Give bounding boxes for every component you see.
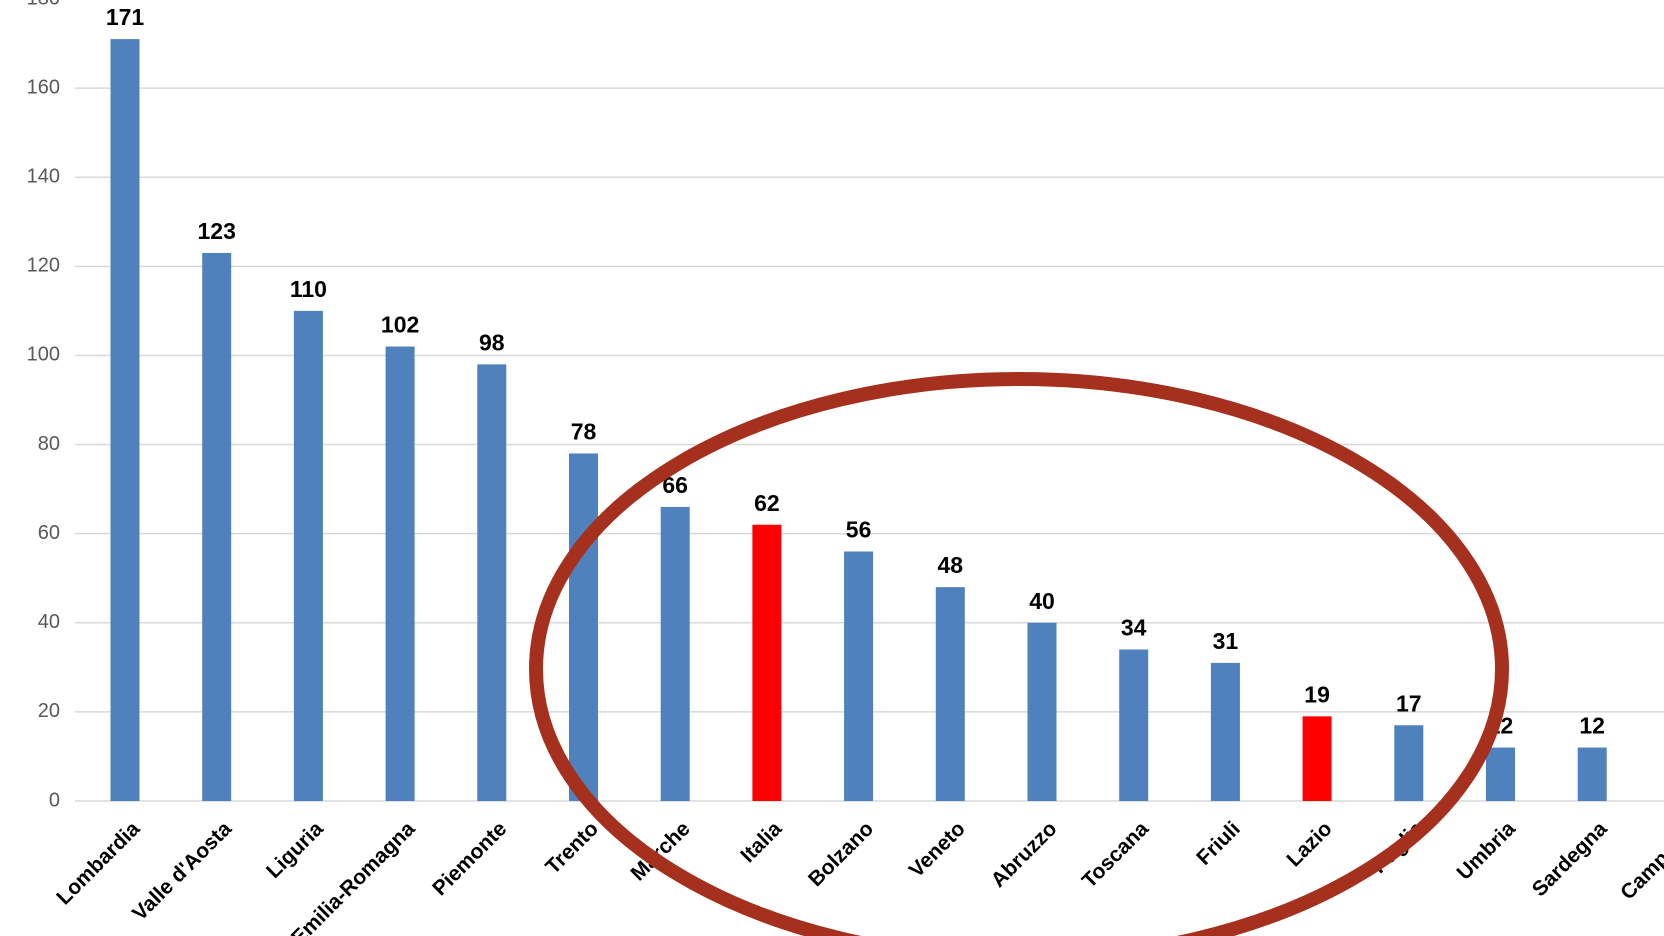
x-tick-label: Bolzano — [804, 817, 878, 891]
bar — [202, 252, 232, 801]
value-label: 98 — [479, 329, 505, 355]
bar — [1577, 747, 1607, 801]
x-tick-label: Toscana — [1078, 817, 1154, 893]
y-tick-label: 60 — [38, 522, 60, 544]
bar — [293, 310, 323, 801]
y-tick-label: 20 — [38, 700, 60, 722]
value-label: 19 — [1304, 681, 1330, 707]
value-label: 17 — [1396, 690, 1422, 716]
bar — [1210, 662, 1240, 801]
bar — [844, 551, 874, 801]
value-label: 40 — [1029, 588, 1055, 614]
y-tick-label: 80 — [38, 433, 60, 455]
bar — [477, 364, 507, 801]
x-tick-label: Sardegna — [1528, 817, 1612, 901]
x-tick-label: Veneto — [905, 817, 970, 882]
value-label: 34 — [1121, 615, 1147, 641]
value-label: 62 — [754, 490, 780, 516]
x-tick-label: Italia — [736, 817, 786, 867]
y-tick-label: 180 — [27, 0, 60, 9]
x-tick-label: Campania — [1616, 817, 1664, 904]
x-tick-label: Abruzzo — [987, 817, 1062, 892]
x-tick-label: Trento — [541, 817, 603, 879]
y-tick-label: 100 — [27, 344, 60, 366]
value-label: 171 — [106, 4, 145, 30]
x-tick-label: Friuli — [1192, 817, 1245, 870]
bar — [752, 524, 782, 801]
bar — [1394, 725, 1424, 801]
highlight-ellipse — [529, 372, 1509, 936]
y-tick-label: 120 — [27, 255, 60, 277]
bar — [569, 453, 598, 801]
y-tick-label: 0 — [49, 789, 60, 811]
value-label: 123 — [198, 218, 236, 244]
plot-area: 0 20 40 60 80 100 120 140 160 180 Lombardia 171 Vall… — [27, 0, 1664, 936]
value-label: 102 — [381, 312, 419, 338]
bar — [110, 39, 140, 802]
y-tick-label: 140 — [27, 166, 60, 188]
value-label: 12 — [1579, 713, 1605, 739]
value-label: 110 — [290, 276, 327, 302]
x-tick-label: Piemonte — [428, 817, 511, 900]
bar — [660, 506, 690, 801]
bar — [1486, 747, 1515, 801]
x-tick-label: Lazio — [1282, 817, 1336, 871]
x-tick-label: Valle d'Aosta — [128, 817, 236, 925]
x-tick-label: Umbria — [1453, 817, 1521, 885]
value-label: 48 — [938, 552, 964, 578]
x-tick-label: Liguria — [262, 817, 328, 883]
bar — [1302, 716, 1332, 801]
y-tick-label: 160 — [27, 76, 60, 98]
bar — [1119, 649, 1149, 801]
bar — [1027, 622, 1057, 801]
bar — [385, 346, 415, 801]
value-label: 78 — [571, 419, 597, 445]
y-tick-label: 40 — [38, 611, 60, 633]
x-tick-label: Lombardia — [52, 817, 144, 909]
value-label: 56 — [846, 517, 872, 543]
value-label: 31 — [1213, 628, 1239, 654]
bar — [935, 587, 965, 801]
